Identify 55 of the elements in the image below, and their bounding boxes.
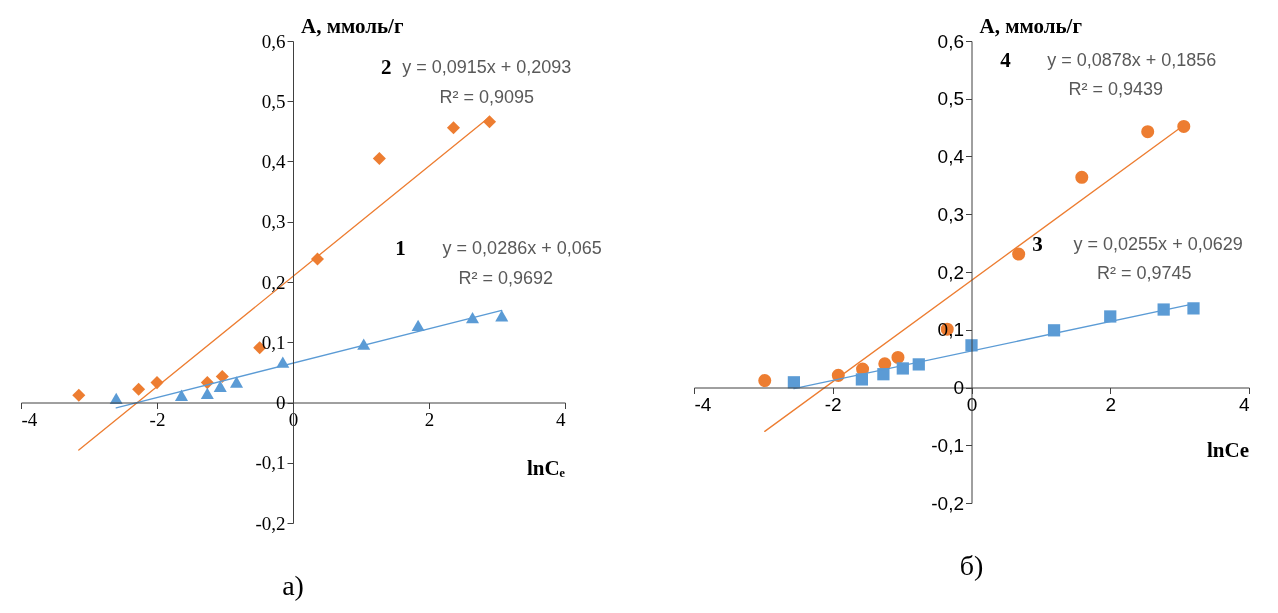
x-tick-label: -4: [694, 394, 712, 415]
y-tick-label: 0,1: [261, 331, 286, 353]
point: [230, 376, 244, 388]
y-tick-label: -0,1: [255, 452, 286, 474]
x-tick-label: 4: [556, 409, 566, 430]
y-tick-label: -0,2: [931, 492, 964, 514]
point: [372, 151, 386, 166]
annotation: y = 0,0915x + 0,2093: [402, 57, 572, 78]
point: [357, 338, 371, 350]
point: [411, 319, 425, 332]
y-tick-label: 0,5: [261, 90, 286, 112]
y-tick-label: 0,4: [937, 146, 965, 167]
y-tick-label: 0,6: [261, 30, 286, 52]
y-tick-label: 0,3: [261, 211, 286, 233]
annotation: 4: [1000, 48, 1012, 73]
point: [132, 382, 146, 396]
y-axis-title: A, ммоль/г: [979, 14, 1082, 38]
y-tick-label: 0,3: [937, 203, 964, 225]
x-tick-label: 0: [966, 394, 978, 415]
x-tick-label: -2: [149, 409, 166, 430]
annotation: 2: [380, 55, 392, 80]
annotation: 3: [1032, 232, 1043, 257]
point: [446, 121, 460, 135]
text: а): [282, 570, 304, 601]
x-axis-title: lnCe: [1207, 438, 1249, 463]
annotation: y = 0,0286x + 0,065: [442, 237, 602, 258]
y-tick-label: -0,2: [255, 512, 286, 534]
point: [215, 370, 229, 384]
y-tick-label: 0,2: [937, 261, 964, 283]
point: [213, 380, 227, 392]
annotation: R² = 0,9095: [439, 87, 535, 108]
text: б): [959, 550, 984, 581]
y-tick-label: 0,6: [937, 30, 964, 52]
x-axis-title: lnCₑ: [526, 456, 566, 481]
y-tick-label: 0,4: [261, 151, 286, 172]
x-tick-label: 4: [1238, 394, 1250, 415]
point: [174, 389, 188, 401]
point: [495, 310, 509, 322]
annotation: R² = 0,9439: [1068, 79, 1164, 100]
point: [72, 388, 86, 402]
y-tick-label: 0,5: [937, 88, 964, 110]
y-tick-label: 0: [953, 377, 964, 398]
y-tick-label: -0,1: [931, 434, 964, 456]
point: [200, 387, 214, 400]
annotation: R² = 0,9745: [1096, 263, 1192, 284]
annotation: R² = 0,9692: [458, 267, 554, 288]
annotation: y = 0,0255x + 0,0629: [1073, 234, 1243, 255]
x-tick-label: 2: [1105, 394, 1117, 415]
y-axis-title: A, ммоль/г: [301, 14, 404, 38]
x-tick-label: -4: [21, 409, 38, 430]
annotation: y = 0,0878x + 0,1856: [1047, 50, 1217, 71]
x-tick-label: 2: [424, 409, 435, 430]
annotation: 1: [395, 235, 406, 260]
x-tick-label: -2: [824, 394, 842, 415]
y-tick-label: 0,2: [261, 271, 286, 293]
